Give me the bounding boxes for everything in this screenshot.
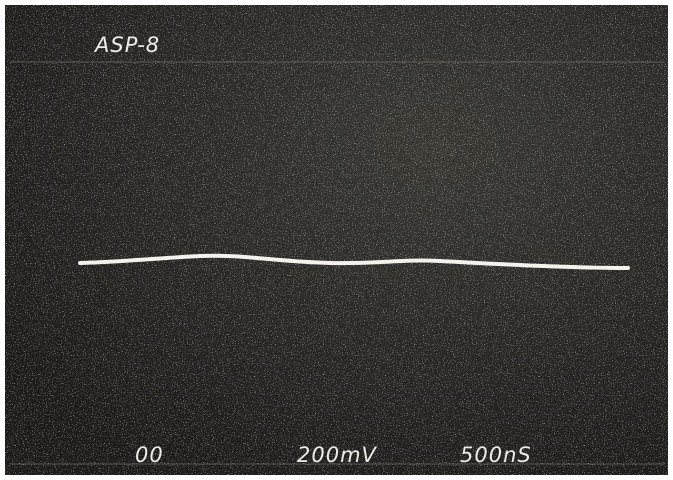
oscilloscope-photo: ASP-8 00 200mV 500nS (0, 0, 673, 480)
screen-label: ASP-8 (93, 33, 160, 57)
readout: 500nS (460, 443, 532, 467)
noise (5, 5, 668, 475)
readout: 200mV (297, 443, 378, 467)
readout: 00 (135, 443, 164, 467)
page: ASP-8 00 200mV 500nS (() => { const data… (0, 0, 673, 480)
